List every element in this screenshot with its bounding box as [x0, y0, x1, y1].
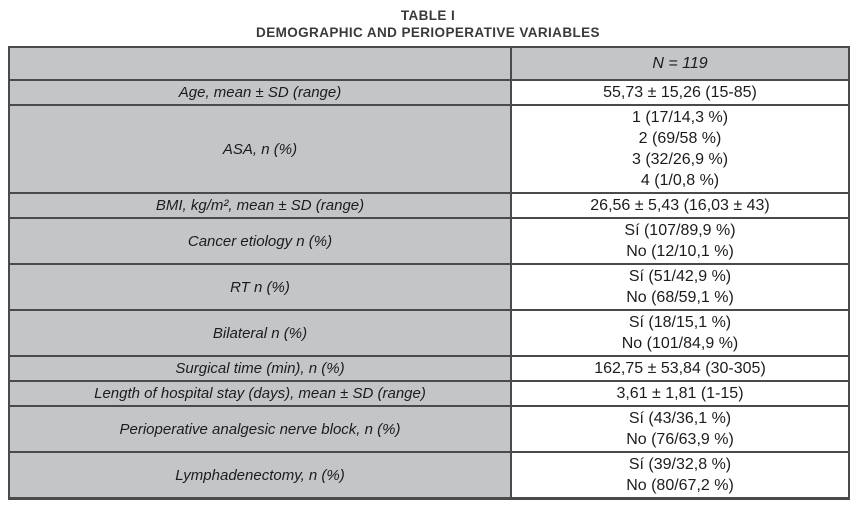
- row-label: Lymphadenectomy, n (%): [8, 451, 512, 500]
- table-row: Surgical time (min), n (%) 162,75 ± 53,8…: [8, 355, 850, 382]
- value-line: No (68/59,1 %): [626, 289, 734, 306]
- table-title-block: TABLE I DEMOGRAPHIC AND PERIOPERATIVE VA…: [0, 0, 856, 41]
- value-line: 26,56 ± 5,43 (16,03 ± 43): [590, 197, 770, 214]
- row-value: Sí (39/32,8 %) No (80/67,2 %): [510, 451, 850, 500]
- value-line: No (12/10,1 %): [626, 243, 734, 260]
- demographics-table: N = 119 Age, mean ± SD (range) 55,73 ± 1…: [8, 46, 850, 500]
- header-n-cell: N = 119: [510, 46, 850, 81]
- row-value: 162,75 ± 53,84 (30-305): [510, 355, 850, 382]
- row-label: Length of hospital stay (days), mean ± S…: [8, 380, 512, 407]
- row-value: 55,73 ± 15,26 (15-85): [510, 79, 850, 106]
- value-line: 3,61 ± 1,81 (1-15): [616, 385, 744, 402]
- value-line: 1 (17/14,3 %): [631, 109, 729, 126]
- table-row: BMI, kg/m², mean ± SD (range) 26,56 ± 5,…: [8, 192, 850, 219]
- table-header-row: N = 119: [8, 46, 850, 81]
- table-row: RT n (%) Sí (51/42,9 %) No (68/59,1 %): [8, 263, 850, 311]
- value-line: Sí (107/89,9 %): [624, 222, 736, 239]
- table-row: ASA, n (%) 1 (17/14,3 %) 2 (69/58 %) 3 (32…: [8, 104, 850, 194]
- table-row: Lymphadenectomy, n (%) Sí (39/32,8 %) No …: [8, 451, 850, 500]
- table-row: Perioperative analgesic nerve block, n (…: [8, 405, 850, 453]
- table-caption: DEMOGRAPHIC AND PERIOPERATIVE VARIABLES: [256, 25, 600, 40]
- table-row: Length of hospital stay (days), mean ± S…: [8, 380, 850, 407]
- row-label: Cancer etiology n (%): [8, 217, 512, 265]
- value-line: Sí (39/32,8 %): [628, 456, 732, 473]
- value-line: 2 (69/58 %): [638, 130, 722, 147]
- header-empty-cell: [8, 46, 512, 81]
- value-line: No (101/84,9 %): [621, 335, 739, 352]
- row-value: Sí (43/36,1 %) No (76/63,9 %): [510, 405, 850, 453]
- table-row: Cancer etiology n (%) Sí (107/89,9 %) No …: [8, 217, 850, 265]
- value-line: Sí (51/42,9 %): [628, 268, 732, 285]
- row-label: Bilateral n (%): [8, 309, 512, 357]
- table-row: Bilateral n (%) Sí (18/15,1 %) No (101/84…: [8, 309, 850, 357]
- value-line: 4 (1/0,8 %): [640, 172, 720, 189]
- table-number: TABLE I: [400, 8, 456, 23]
- value-line: No (80/67,2 %): [626, 477, 734, 494]
- value-line: 55,73 ± 15,26 (15-85): [603, 84, 757, 101]
- value-line: 162,75 ± 53,84 (30-305): [594, 360, 766, 377]
- row-value: Sí (51/42,9 %) No (68/59,1 %): [510, 263, 850, 311]
- table-row: Age, mean ± SD (range) 55,73 ± 15,26 (15…: [8, 79, 850, 106]
- row-label: Surgical time (min), n (%): [8, 355, 512, 382]
- row-value: 3,61 ± 1,81 (1-15): [510, 380, 850, 407]
- row-value: Sí (18/15,1 %) No (101/84,9 %): [510, 309, 850, 357]
- row-value: 26,56 ± 5,43 (16,03 ± 43): [510, 192, 850, 219]
- value-line: Sí (18/15,1 %): [628, 314, 732, 331]
- row-label: BMI, kg/m², mean ± SD (range): [8, 192, 512, 219]
- value-line: 3 (32/26,9 %): [631, 151, 729, 168]
- row-value: Sí (107/89,9 %) No (12/10,1 %): [510, 217, 850, 265]
- value-line: No (76/63,9 %): [626, 431, 734, 448]
- value-line: Sí (43/36,1 %): [628, 410, 732, 427]
- row-value: 1 (17/14,3 %) 2 (69/58 %) 3 (32/26,9 %) 4 (…: [510, 104, 850, 194]
- row-label: Age, mean ± SD (range): [8, 79, 512, 106]
- row-label: Perioperative analgesic nerve block, n (…: [8, 405, 512, 453]
- row-label: RT n (%): [8, 263, 512, 311]
- row-label: ASA, n (%): [8, 104, 512, 194]
